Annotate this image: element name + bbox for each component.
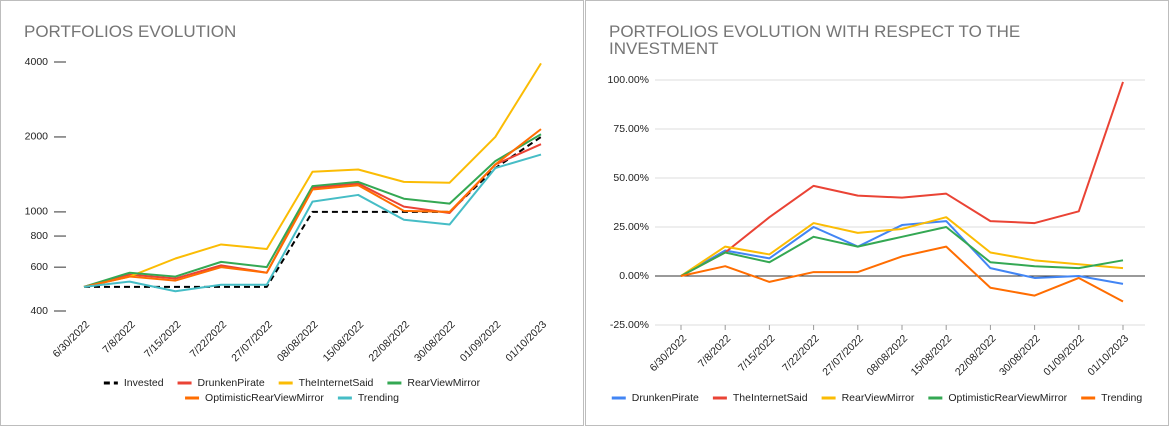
- chart-title: PORTFOLIOS EVOLUTION: [24, 22, 237, 41]
- x-tick-label: 7/8/2022: [696, 332, 733, 369]
- chart-panel: PORTFOLIOS EVOLUTION WITH RESPECT TO THE…: [585, 0, 1169, 426]
- legend-label: OptimisticRearViewMirror: [948, 392, 1067, 404]
- x-tick-label: 01/10/2023: [503, 318, 549, 364]
- x-tick-label: 01/09/2022: [458, 318, 504, 364]
- legend-label: DrunkenPirate: [632, 392, 699, 404]
- y-tick-label: 100.00%: [608, 74, 649, 86]
- y-tick-label: 0.00%: [619, 270, 649, 282]
- series-line: [680, 216, 1124, 277]
- legend-item: TheInternetSaid: [278, 377, 374, 389]
- legend-label: DrunkenPirate: [198, 377, 265, 389]
- legend-item: DrunkenPirate: [611, 392, 699, 404]
- x-tick-label: 6/30/2022: [51, 318, 93, 360]
- x-tick-label: 08/08/2022: [864, 332, 910, 378]
- series-line: [83, 143, 542, 288]
- x-tick-label: 30/08/2022: [412, 318, 458, 364]
- series-line: [680, 220, 1124, 285]
- legend-label: RearViewMirror: [407, 377, 480, 389]
- legend-label: Invested: [124, 377, 164, 389]
- x-tick-label: 6/30/2022: [648, 332, 690, 374]
- y-tick-label: 25.00%: [613, 221, 649, 233]
- legend-item: Trending: [1081, 392, 1142, 404]
- x-tick-label: 08/08/2022: [275, 318, 321, 364]
- x-tick-label: 7/15/2022: [142, 318, 184, 360]
- x-tick-label: 22/08/2022: [366, 318, 412, 364]
- x-tick-label: 30/08/2022: [997, 332, 1043, 378]
- legend-item: Invested: [103, 377, 164, 389]
- x-tick-label: 7/8/2022: [100, 318, 137, 355]
- x-tick-label: 7/22/2022: [780, 332, 822, 374]
- y-tick-label: 600: [30, 261, 48, 273]
- x-tick-label: 7/22/2022: [188, 318, 230, 360]
- series-line: [83, 62, 542, 288]
- legend-label: RearViewMirror: [842, 392, 915, 404]
- legend-item: Trending: [337, 392, 399, 404]
- legend-item: OptimisticRearViewMirror: [185, 392, 324, 404]
- chart-title: PORTFOLIOS EVOLUTION WITH RESPECT TO THE…: [609, 22, 1021, 58]
- legend-label: TheInternetSaid: [299, 377, 374, 389]
- legend-label: TheInternetSaid: [733, 392, 808, 404]
- legend-item: OptimisticRearViewMirror: [928, 392, 1068, 404]
- legend-item: RearViewMirror: [821, 392, 915, 404]
- x-tick-label: 01/10/2023: [1085, 332, 1131, 378]
- x-tick-label: 15/08/2022: [909, 332, 955, 378]
- legend-label: Trending: [358, 392, 399, 404]
- legend-item: DrunkenPirate: [177, 377, 265, 389]
- legend-item: TheInternetSaid: [712, 392, 808, 404]
- y-tick-label: 800: [30, 230, 48, 242]
- legend-label: OptimisticRearViewMirror: [205, 392, 324, 404]
- legend-label: Trending: [1101, 392, 1142, 404]
- legend-item: RearViewMirror: [387, 377, 481, 389]
- y-tick-label: -25.00%: [610, 319, 649, 331]
- y-tick-label: 75.00%: [613, 123, 649, 135]
- series-line: [83, 153, 542, 293]
- y-tick-label: 4000: [25, 56, 49, 68]
- series-line: [680, 226, 1124, 277]
- chart-panel: PORTFOLIOS EVOLUTION 400 600 800 1000 2000 40…: [0, 0, 584, 426]
- chart: -25.00% 0.00% 25.00% 50.00% 75.00% 100.00% 6/3…: [608, 74, 1145, 404]
- x-tick-label: 22/08/2022: [953, 332, 999, 378]
- x-tick-label: 27/07/2022: [229, 318, 275, 364]
- y-tick-label: 2000: [25, 131, 49, 143]
- y-tick-label: 400: [30, 305, 48, 317]
- x-tick-label: 15/08/2022: [321, 318, 367, 364]
- series-line: [680, 245, 1124, 303]
- x-tick-label: 7/15/2022: [736, 332, 778, 374]
- x-tick-label: 27/07/2022: [820, 332, 866, 378]
- y-tick-label: 50.00%: [613, 172, 649, 184]
- y-tick-label: 1000: [25, 206, 49, 218]
- series-line: [83, 128, 542, 288]
- series-line: [84, 136, 542, 288]
- series-line: [680, 81, 1124, 277]
- series-line: [83, 133, 542, 288]
- x-tick-label: 01/09/2022: [1041, 332, 1087, 378]
